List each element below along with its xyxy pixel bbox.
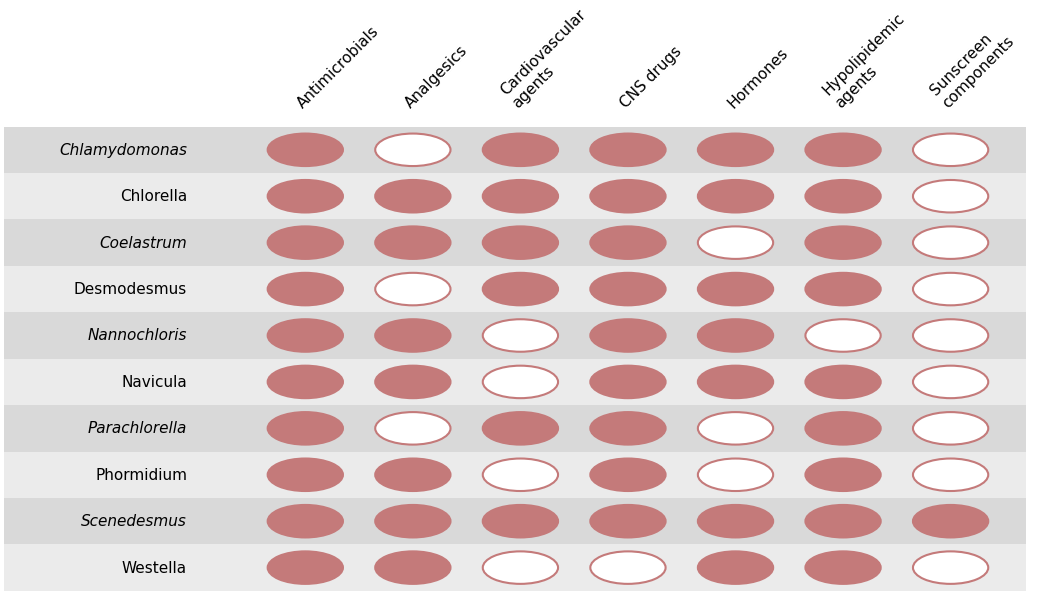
FancyBboxPatch shape <box>4 173 1026 220</box>
Circle shape <box>375 459 450 491</box>
Text: Hypolipidemic
agents: Hypolipidemic agents <box>819 11 920 111</box>
Circle shape <box>805 227 880 259</box>
Circle shape <box>698 227 773 259</box>
Circle shape <box>913 227 987 259</box>
Circle shape <box>375 273 450 306</box>
FancyBboxPatch shape <box>4 498 1026 544</box>
Circle shape <box>913 366 987 398</box>
Circle shape <box>698 320 773 352</box>
FancyBboxPatch shape <box>4 359 1026 405</box>
Text: Westella: Westella <box>121 560 187 575</box>
Circle shape <box>805 273 880 306</box>
Circle shape <box>375 412 450 444</box>
Circle shape <box>268 552 342 584</box>
Text: CNS drugs: CNS drugs <box>617 43 684 111</box>
Circle shape <box>268 366 342 398</box>
FancyBboxPatch shape <box>4 405 1026 452</box>
Circle shape <box>268 459 342 491</box>
Circle shape <box>375 320 450 352</box>
Circle shape <box>913 505 987 537</box>
Circle shape <box>805 552 880 584</box>
Text: Coelastrum: Coelastrum <box>100 236 187 250</box>
Circle shape <box>805 134 880 167</box>
Circle shape <box>698 412 773 444</box>
Text: Desmodesmus: Desmodesmus <box>74 282 187 297</box>
Circle shape <box>482 227 558 259</box>
Circle shape <box>482 134 558 167</box>
FancyBboxPatch shape <box>4 452 1026 498</box>
Circle shape <box>805 459 880 491</box>
Circle shape <box>913 412 987 444</box>
Circle shape <box>913 320 987 352</box>
Text: Navicula: Navicula <box>121 375 187 390</box>
Circle shape <box>590 320 665 352</box>
Circle shape <box>590 227 665 259</box>
Circle shape <box>805 180 880 213</box>
FancyBboxPatch shape <box>4 127 1026 173</box>
Circle shape <box>268 273 342 306</box>
Circle shape <box>698 180 773 213</box>
Circle shape <box>375 227 450 259</box>
Circle shape <box>268 180 342 213</box>
Circle shape <box>590 180 665 213</box>
Circle shape <box>698 459 773 491</box>
Circle shape <box>268 505 342 537</box>
Circle shape <box>913 273 987 306</box>
Circle shape <box>482 320 558 352</box>
Circle shape <box>482 412 558 444</box>
FancyBboxPatch shape <box>4 544 1026 591</box>
Circle shape <box>590 412 665 444</box>
Circle shape <box>590 459 665 491</box>
Circle shape <box>698 134 773 167</box>
Text: Parachlorella: Parachlorella <box>87 421 187 436</box>
Circle shape <box>805 366 880 398</box>
FancyBboxPatch shape <box>4 220 1026 266</box>
Text: Scenedesmus: Scenedesmus <box>81 513 187 529</box>
Circle shape <box>590 552 665 584</box>
Circle shape <box>375 366 450 398</box>
Text: Chlorella: Chlorella <box>119 189 187 204</box>
Circle shape <box>590 366 665 398</box>
Circle shape <box>482 552 558 584</box>
Circle shape <box>268 227 342 259</box>
Circle shape <box>375 505 450 537</box>
Circle shape <box>913 134 987 167</box>
Circle shape <box>482 273 558 306</box>
Circle shape <box>698 366 773 398</box>
Text: Sunscreen
components: Sunscreen components <box>927 21 1017 111</box>
Text: Hormones: Hormones <box>725 45 790 111</box>
Circle shape <box>698 552 773 584</box>
Circle shape <box>913 180 987 213</box>
Text: Cardiovascular
agents: Cardiovascular agents <box>497 7 600 111</box>
Circle shape <box>268 134 342 167</box>
Circle shape <box>698 273 773 306</box>
Circle shape <box>268 320 342 352</box>
Circle shape <box>482 505 558 537</box>
Text: Analgesics: Analgesics <box>402 42 470 111</box>
FancyBboxPatch shape <box>4 266 1026 312</box>
Circle shape <box>805 320 880 352</box>
Circle shape <box>805 412 880 444</box>
Circle shape <box>805 505 880 537</box>
Circle shape <box>375 180 450 213</box>
FancyBboxPatch shape <box>4 312 1026 359</box>
Circle shape <box>590 134 665 167</box>
Text: Chlamydomonas: Chlamydomonas <box>59 143 187 158</box>
Circle shape <box>913 552 987 584</box>
Circle shape <box>913 459 987 491</box>
Circle shape <box>375 552 450 584</box>
Circle shape <box>268 412 342 444</box>
Circle shape <box>698 505 773 537</box>
Text: Antimicrobials: Antimicrobials <box>295 23 382 111</box>
Circle shape <box>482 366 558 398</box>
Circle shape <box>482 180 558 213</box>
Circle shape <box>482 459 558 491</box>
Circle shape <box>590 273 665 306</box>
Text: Nannochloris: Nannochloris <box>87 328 187 343</box>
Circle shape <box>375 134 450 167</box>
Circle shape <box>590 505 665 537</box>
Text: Phormidium: Phormidium <box>95 467 187 483</box>
